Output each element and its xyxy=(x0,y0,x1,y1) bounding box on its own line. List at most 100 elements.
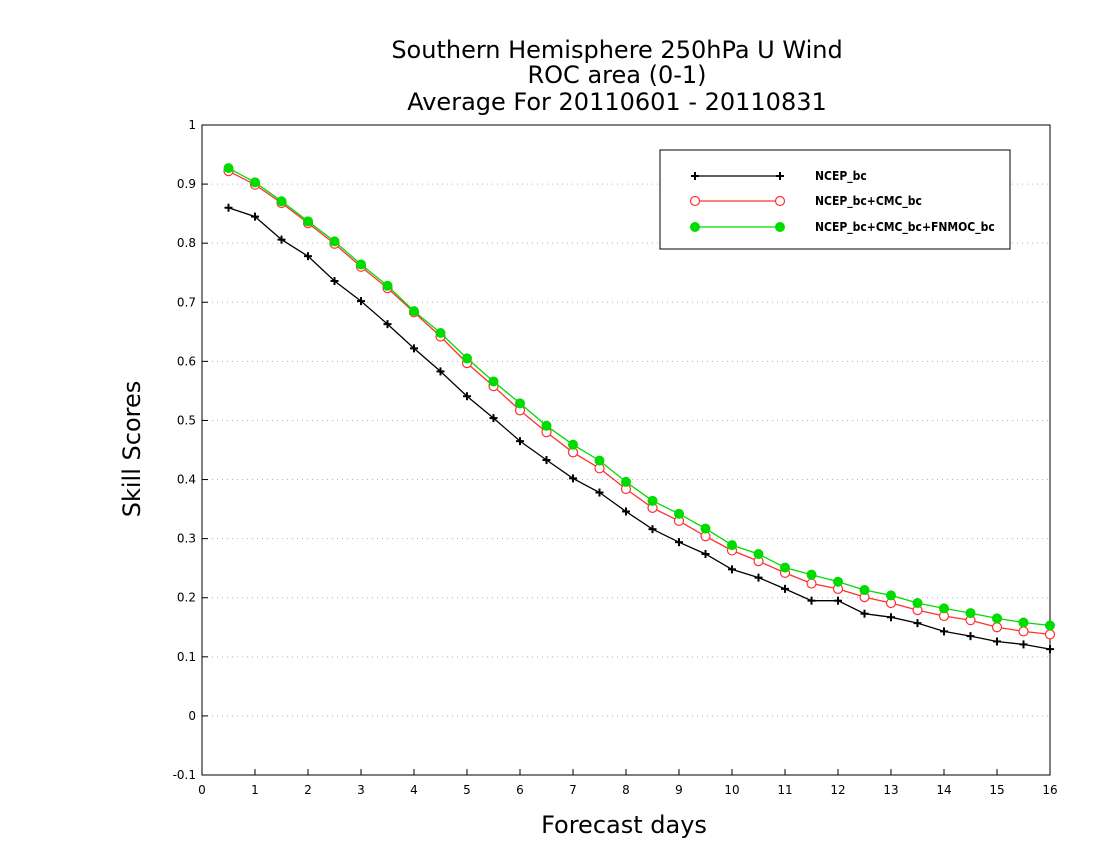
point-filled-circle xyxy=(806,569,817,580)
point-plus xyxy=(410,344,418,353)
point-plus xyxy=(860,609,869,618)
series-line xyxy=(228,207,1051,650)
point-plus xyxy=(648,525,657,534)
x-tick-label: 16 xyxy=(1042,783,1057,797)
point-filled-circle xyxy=(329,236,340,247)
point-filled-circle xyxy=(992,613,1002,624)
y-tick-label: 0.7 xyxy=(177,295,196,309)
legend-entry-2: NCEP_bc+CMC_bc xyxy=(689,194,922,209)
legend-label: NCEP_bc+CMC_bc+FNMOC_bc xyxy=(815,220,995,235)
point-plus xyxy=(542,456,551,465)
point-plus xyxy=(595,488,604,497)
point-filled-circle xyxy=(690,222,700,232)
x-axis-label: Forecast days xyxy=(541,811,707,839)
point-plus xyxy=(489,414,498,423)
point-filled-circle xyxy=(886,590,896,601)
point-filled-circle xyxy=(780,562,790,573)
x-tick-label: 12 xyxy=(830,783,845,797)
point-plus xyxy=(913,619,922,628)
point-plus xyxy=(940,627,948,636)
point-filled-circle xyxy=(382,280,393,291)
x-tick-label: 11 xyxy=(777,783,792,797)
point-filled-circle xyxy=(647,495,658,506)
y-tick-label: -0.1 xyxy=(173,768,196,782)
point-filled-circle xyxy=(568,439,578,450)
point-plus xyxy=(754,573,763,582)
x-tick-label: 4 xyxy=(410,783,418,797)
point-open-circle xyxy=(689,195,701,207)
point-filled-circle xyxy=(753,549,764,559)
x-tick-label: 6 xyxy=(516,783,524,797)
y-tick-label: 0.3 xyxy=(177,532,196,546)
point-filled-circle xyxy=(939,603,949,614)
x-tick-label: 5 xyxy=(463,783,471,797)
point-open-circle xyxy=(1044,629,1056,640)
point-plus xyxy=(691,172,699,180)
chart-subtitle: ROC area (0-1) xyxy=(527,61,706,89)
point-filled-circle xyxy=(859,585,870,596)
x-tick-label: 9 xyxy=(675,783,683,797)
point-plus xyxy=(277,235,286,244)
x-tick-label: 13 xyxy=(883,783,898,797)
point-plus xyxy=(1046,645,1054,654)
point-filled-circle xyxy=(833,576,843,587)
point-filled-circle xyxy=(541,420,552,431)
series-3 xyxy=(223,163,1055,631)
chart-title: Southern Hemisphere 250hPa U Wind xyxy=(391,36,842,64)
x-tick-label: 14 xyxy=(936,783,951,797)
point-plus xyxy=(357,297,365,306)
point-plus xyxy=(781,584,789,593)
legend-label: NCEP_bc xyxy=(815,169,867,184)
x-tick-label: 1 xyxy=(251,783,259,797)
point-open-circle xyxy=(1018,626,1029,637)
point-filled-circle xyxy=(488,376,499,387)
point-open-circle xyxy=(806,578,817,589)
point-plus xyxy=(807,596,816,605)
y-axis-ticks: -0.1 0 0.1 0.2 0.3 0.4 0.5 0.6 0.7 0.8 0.9 1 xyxy=(173,118,208,782)
y-tick-label: 0.1 xyxy=(177,650,196,664)
point-filled-circle xyxy=(912,598,923,609)
point-filled-circle xyxy=(700,523,711,534)
point-plus xyxy=(224,203,233,212)
point-plus xyxy=(1019,640,1028,649)
gridlines xyxy=(202,183,1050,717)
point-filled-circle xyxy=(462,353,472,364)
point-open-circle xyxy=(991,622,1003,633)
point-filled-circle xyxy=(594,455,605,466)
point-filled-circle xyxy=(303,216,313,227)
y-axis-label: Skill Scores xyxy=(118,381,146,518)
point-plus xyxy=(436,367,445,376)
point-filled-circle xyxy=(356,259,366,270)
y-tick-label: 0.8 xyxy=(177,236,196,250)
point-filled-circle xyxy=(250,177,260,188)
point-plus xyxy=(675,538,683,547)
legend: NCEP_bc NCEP_bc+CMC_bc NCEP_bc+CMC_bc+FNMO… xyxy=(659,149,1011,250)
point-filled-circle xyxy=(1018,617,1029,628)
x-tick-label: 15 xyxy=(989,783,1004,797)
x-tick-label: 10 xyxy=(724,783,739,797)
legend-box xyxy=(659,149,1011,250)
legend-entry-3: NCEP_bc+CMC_bc+FNMOC_bc xyxy=(690,220,995,235)
point-plus xyxy=(251,212,259,221)
x-tick-label: 2 xyxy=(304,783,312,797)
y-tick-label: 0.9 xyxy=(177,177,196,191)
point-plus xyxy=(993,637,1001,646)
point-plus xyxy=(701,550,710,558)
point-plus xyxy=(463,392,471,401)
y-tick-label: 1 xyxy=(188,118,196,132)
point-plus xyxy=(330,277,339,285)
point-plus xyxy=(834,596,842,605)
y-tick-label: 0.2 xyxy=(177,591,196,605)
point-plus xyxy=(622,507,630,516)
x-tick-label: 7 xyxy=(569,783,577,797)
series-layer xyxy=(223,163,1056,654)
point-filled-circle xyxy=(965,608,976,619)
point-filled-circle xyxy=(409,306,419,317)
point-plus xyxy=(569,474,577,483)
point-plus xyxy=(516,437,524,446)
point-filled-circle xyxy=(223,163,234,174)
x-tick-label: 8 xyxy=(622,783,630,797)
point-filled-circle xyxy=(276,196,287,207)
plot-area-frame xyxy=(201,124,1051,776)
point-plus xyxy=(383,320,392,329)
